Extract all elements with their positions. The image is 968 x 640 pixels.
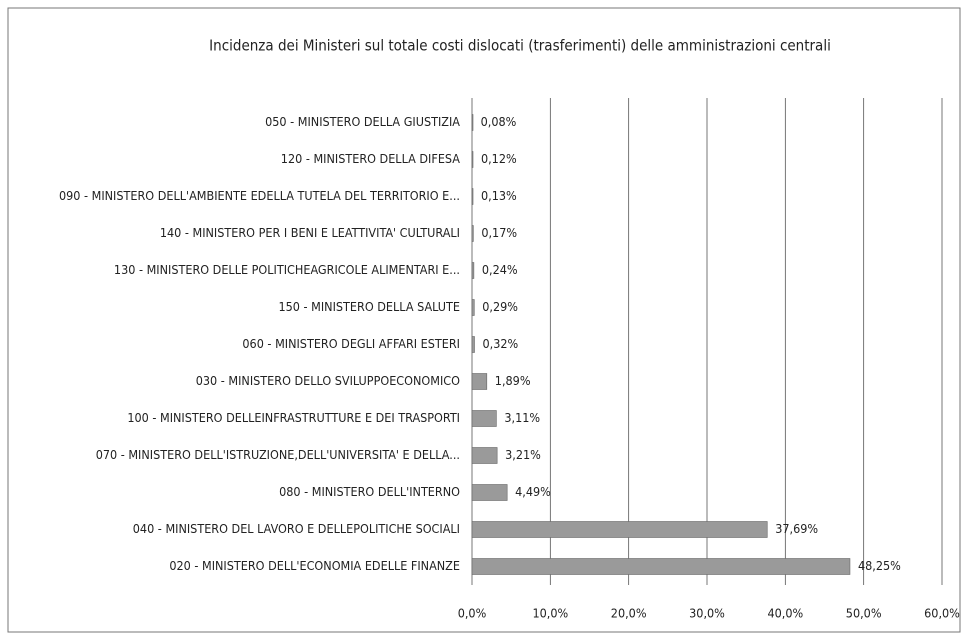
value-label: 0,29% (482, 299, 518, 314)
y-tick-label: 050 - MINISTERO DELLA GIUSTIZIA (265, 114, 460, 129)
y-tick-label: 120 - MINISTERO DELLA DIFESA (281, 151, 461, 166)
value-label: 0,08% (481, 114, 517, 129)
bar (471, 151, 474, 168)
frame (7, 7, 961, 633)
y-tick-label: 070 - MINISTERO DELL'ISTRUZIONE,DELL'UNI… (96, 447, 460, 462)
y-tick-label: 130 - MINISTERO DELLE POLITICHEAGRICOLE … (114, 262, 460, 277)
y-tick-label: 020 - MINISTERO DELL'ECONOMIA EDELLE FIN… (169, 558, 460, 573)
value-label: 0,13% (481, 188, 517, 203)
value-label: 0,17% (481, 225, 517, 240)
bar (471, 225, 474, 242)
bar (471, 336, 475, 353)
bar (471, 484, 508, 501)
bar (471, 521, 768, 538)
y-tick-label: 040 - MINISTERO DEL LAVORO E DELLEPOLITI… (133, 521, 460, 536)
y-tick-label: 140 - MINISTERO PER I BENI E LEATTIVITA'… (160, 225, 460, 240)
value-label: 0,32% (483, 336, 519, 351)
y-tick-label: 150 - MINISTERO DELLA SALUTE (279, 299, 461, 314)
value-label: 3,21% (505, 447, 541, 462)
bar (471, 410, 497, 427)
value-label: 1,89% (495, 373, 531, 388)
value-label: 37,69% (775, 521, 818, 536)
bar (471, 188, 474, 205)
value-label: 0,24% (482, 262, 518, 277)
chart-title: Incidenza dei Ministeri sul totale costi… (209, 37, 831, 55)
bar (471, 558, 851, 575)
x-tick-label: 60,0% (924, 606, 960, 621)
value-label: 48,25% (858, 558, 901, 573)
value-label: 0,12% (481, 151, 517, 166)
x-tick-label: 50,0% (846, 606, 882, 621)
x-tick-label: 0,0% (458, 606, 487, 621)
value-label: 4,49% (515, 484, 551, 499)
y-tick-label: 060 - MINISTERO DEGLI AFFARI ESTERI (242, 336, 460, 351)
x-tick-label: 40,0% (767, 606, 803, 621)
value-label: 3,11% (504, 410, 540, 425)
y-tick-label: 080 - MINISTERO DELL'INTERNO (279, 484, 460, 499)
x-tick-label: 10,0% (532, 606, 568, 621)
bar (471, 262, 475, 279)
bar (471, 447, 498, 464)
bar (471, 299, 475, 316)
y-tick-label: 100 - MINISTERO DELLEINFRASTRUTTURE E DE… (127, 410, 460, 425)
y-tick-label: 090 - MINISTERO DELL'AMBIENTE EDELLA TUT… (59, 188, 460, 203)
x-tick-label: 20,0% (611, 606, 647, 621)
bar (471, 114, 474, 131)
x-tick-label: 30,0% (689, 606, 725, 621)
bar (471, 373, 488, 390)
y-tick-label: 030 - MINISTERO DELLO SVILUPPOECONOMICO (196, 373, 460, 388)
